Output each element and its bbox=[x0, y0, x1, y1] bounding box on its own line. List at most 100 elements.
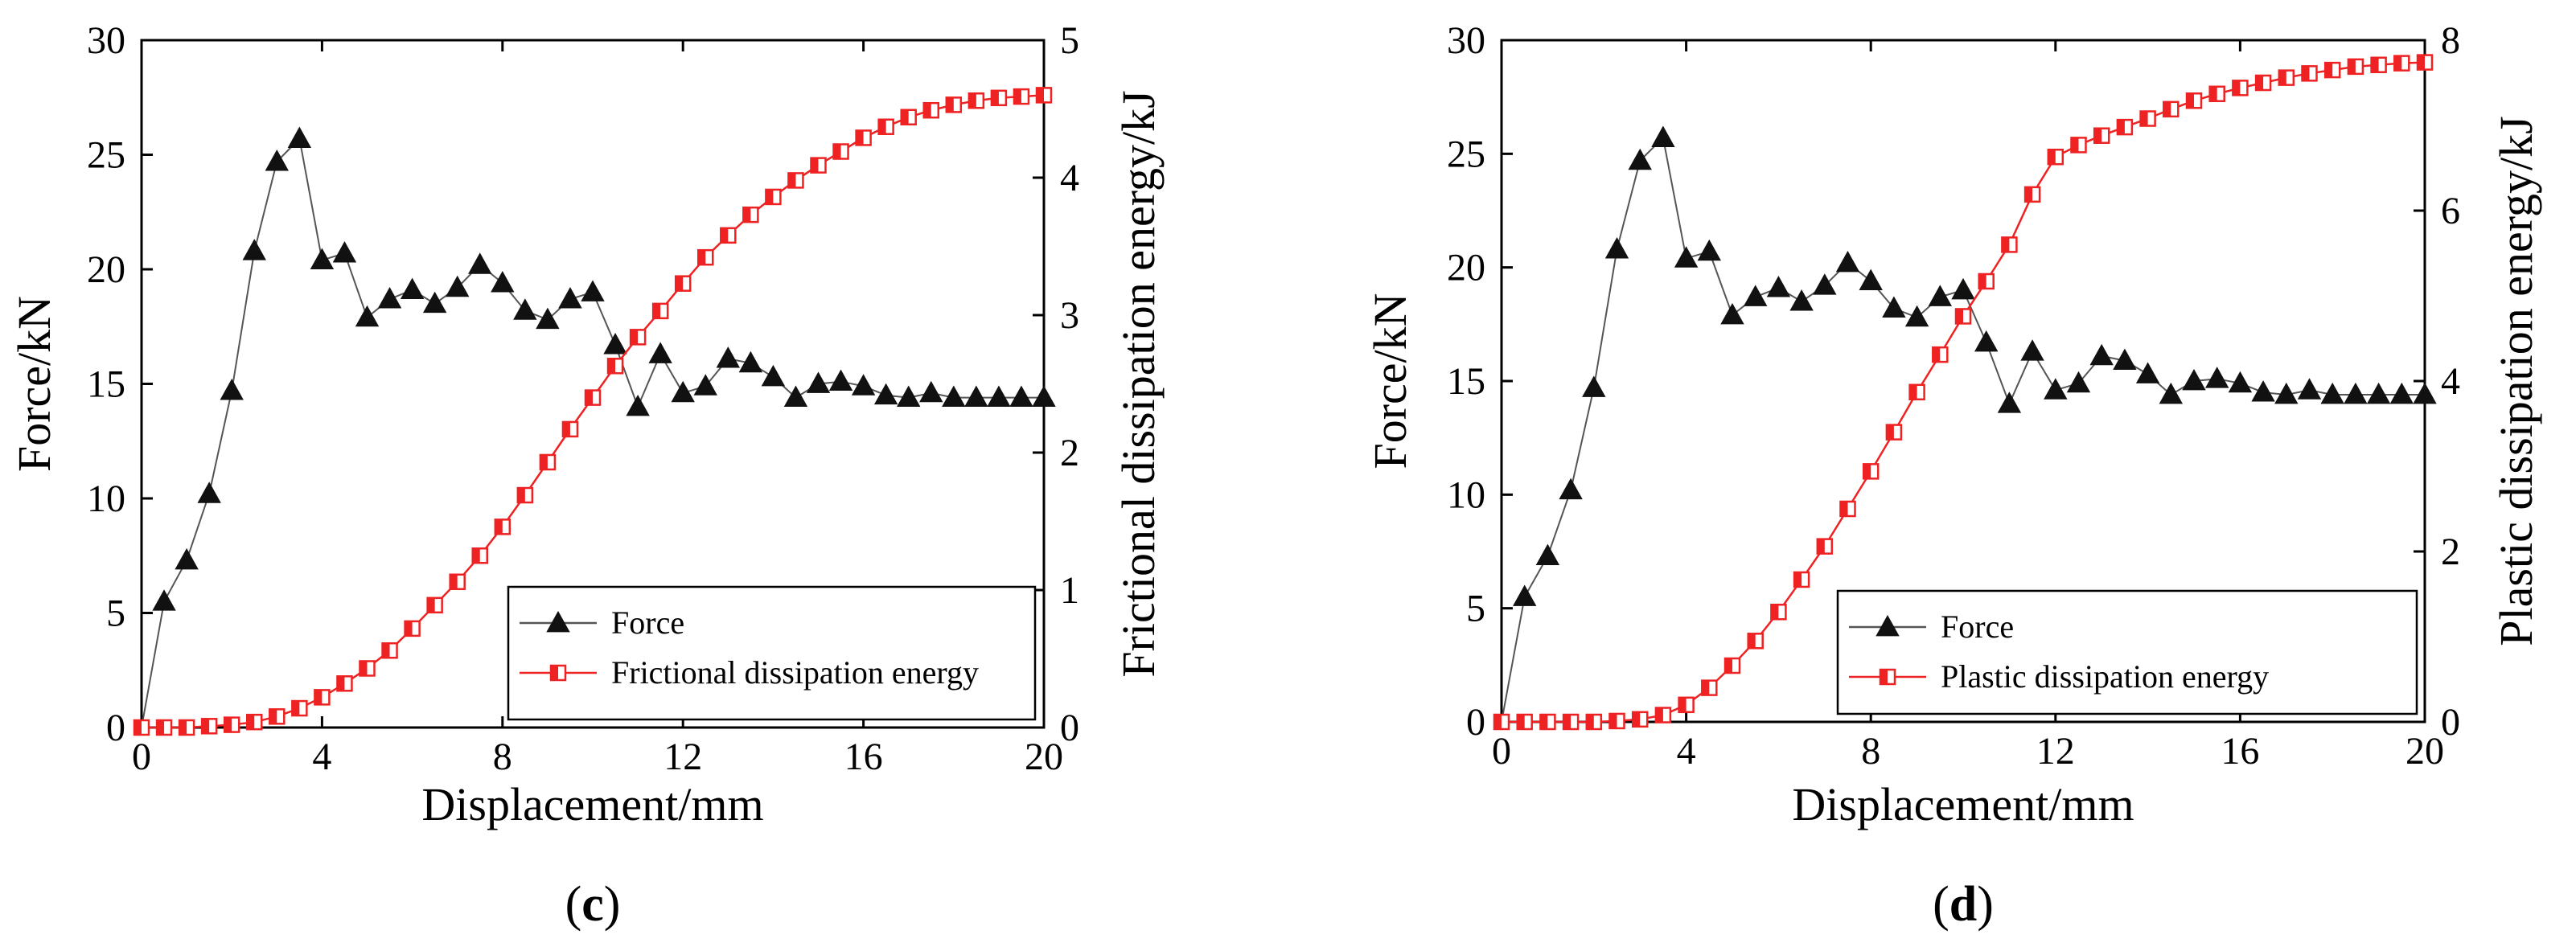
energy-point bbox=[787, 172, 804, 189]
marker-fill bbox=[878, 119, 886, 134]
marker-fill bbox=[2002, 237, 2010, 252]
y-tick-label: 10 bbox=[87, 478, 125, 520]
x-tick-label: 20 bbox=[2405, 730, 2444, 773]
marker-fill bbox=[224, 717, 232, 732]
energy-point bbox=[133, 719, 150, 736]
force-point bbox=[2089, 343, 2114, 366]
energy-point bbox=[2093, 127, 2110, 144]
marker-fill bbox=[472, 548, 480, 564]
force-point bbox=[2135, 362, 2160, 383]
energy-point bbox=[2232, 80, 2249, 96]
marker-fill bbox=[1678, 697, 1687, 712]
y-axis-title: Force/kN bbox=[8, 296, 60, 472]
marker-fill bbox=[517, 488, 525, 503]
marker-fill bbox=[811, 158, 819, 173]
energy-point bbox=[2070, 137, 2087, 154]
x-axis-title: Displacement/mm bbox=[1792, 778, 2134, 830]
marker-fill bbox=[2302, 66, 2310, 81]
marker-fill bbox=[2325, 63, 2333, 78]
y-tick-label: 15 bbox=[87, 363, 125, 406]
force-point bbox=[761, 364, 786, 387]
energy-point bbox=[832, 143, 849, 160]
legend: Force Frictional dissipation energy bbox=[507, 585, 1037, 721]
marker-fill bbox=[157, 720, 165, 735]
marker-fill bbox=[991, 90, 999, 105]
force-point bbox=[1766, 276, 1791, 297]
force-point bbox=[987, 385, 1011, 407]
marker-fill bbox=[1933, 347, 1941, 363]
energy-point bbox=[471, 547, 488, 564]
energy-point bbox=[1978, 273, 1995, 290]
y-tick-label: 20 bbox=[1447, 247, 1485, 289]
energy-point bbox=[1678, 696, 1695, 714]
energy-point bbox=[1608, 712, 1625, 730]
marker-fill bbox=[2048, 150, 2056, 165]
energy-point bbox=[155, 719, 173, 736]
force-point bbox=[1904, 305, 1929, 327]
marker-fill bbox=[2209, 86, 2217, 101]
panel-c: 0 4 8 12 16 20051015202530012345Displacement/… bbox=[8, 19, 1165, 932]
energy-point bbox=[561, 420, 579, 438]
y2-axis-title: Plastic dissipation energy/kJ bbox=[2490, 116, 2542, 646]
energy-point bbox=[1954, 308, 1972, 325]
force-point bbox=[2297, 378, 2322, 400]
energy-point bbox=[2301, 65, 2318, 82]
marker-fill bbox=[179, 720, 187, 735]
energy-point bbox=[291, 699, 308, 717]
y-tick-label: 20 bbox=[87, 248, 125, 291]
force-point bbox=[1674, 246, 1699, 268]
energy-point bbox=[1631, 711, 1649, 728]
force-point bbox=[1513, 584, 1537, 606]
force-point bbox=[220, 378, 244, 400]
legend-label-force: Force bbox=[611, 605, 684, 641]
force-point bbox=[1009, 385, 1033, 407]
marker-fill bbox=[698, 250, 706, 265]
y-tick-label: 30 bbox=[1447, 19, 1485, 62]
force-point bbox=[942, 385, 966, 407]
force-point bbox=[2344, 382, 2368, 404]
x-tick-label: 8 bbox=[1861, 730, 1880, 773]
energy-point bbox=[1793, 571, 1810, 588]
marker-fill bbox=[359, 661, 368, 676]
energy-point bbox=[1885, 424, 1903, 441]
marker-fill bbox=[382, 643, 390, 658]
marker-fill bbox=[946, 97, 954, 113]
marker-fill bbox=[631, 330, 639, 345]
energy-point bbox=[246, 713, 263, 731]
marker-fill bbox=[427, 597, 435, 613]
marker-fill bbox=[856, 130, 864, 146]
x-tick-label: 12 bbox=[664, 736, 702, 778]
force-point bbox=[2113, 348, 2137, 370]
energy-point bbox=[1862, 463, 1880, 480]
marker-fill bbox=[2394, 55, 2402, 71]
y-tick-label: 0 bbox=[1466, 701, 1485, 744]
legend: Force Plastic dissipation energy bbox=[1836, 589, 2418, 715]
energy-point bbox=[855, 129, 872, 146]
legend-swatch-marker bbox=[549, 664, 567, 682]
energy-point bbox=[2323, 61, 2341, 79]
energy-point bbox=[720, 227, 737, 244]
marker-fill bbox=[2256, 76, 2264, 90]
marker-fill bbox=[968, 93, 976, 109]
force-point bbox=[2159, 382, 2183, 404]
x-axis-title: Displacement/mm bbox=[421, 778, 763, 830]
y2-tick-label: 5 bbox=[1060, 19, 1079, 62]
energy-point bbox=[336, 675, 353, 692]
force-point bbox=[513, 298, 537, 320]
legend-swatch-marker bbox=[546, 610, 570, 633]
marker-fill bbox=[1609, 713, 1617, 728]
force-point bbox=[310, 248, 335, 269]
marker-fill bbox=[2278, 70, 2286, 85]
energy-point bbox=[606, 358, 624, 375]
energy-point bbox=[1816, 538, 1834, 555]
marker-fill bbox=[923, 103, 931, 118]
energy-point bbox=[404, 620, 421, 637]
force-point bbox=[2274, 382, 2299, 404]
energy-point bbox=[449, 573, 466, 590]
force-point bbox=[648, 342, 672, 363]
x-tick-label: 4 bbox=[1677, 730, 1696, 773]
force-point bbox=[873, 383, 898, 405]
energy-point bbox=[1701, 679, 1718, 696]
legend-label-energy: Frictional dissipation energy bbox=[611, 654, 979, 691]
